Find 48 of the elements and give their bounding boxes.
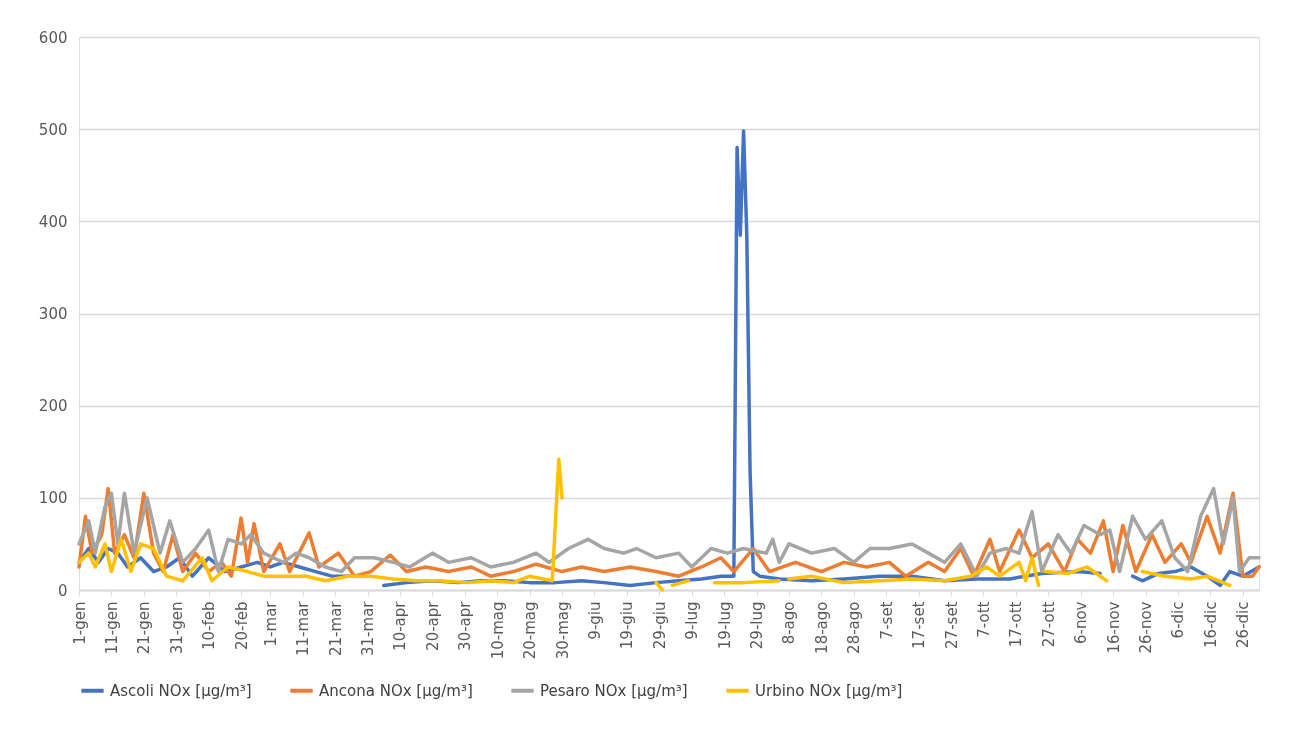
x-tick-label: 26-nov xyxy=(1137,601,1156,654)
x-tick-label: 11-mar xyxy=(294,600,313,656)
x-tick-label: 10-mag xyxy=(488,601,507,660)
x-tick-label: 9-giu xyxy=(585,601,604,640)
x-tick-label: 6-nov xyxy=(1072,601,1091,645)
x-tick-label: 17-set xyxy=(910,601,929,649)
x-tick-label: 27-ott xyxy=(1039,601,1058,648)
x-tick-label: 31-mar xyxy=(359,600,378,656)
y-tick-label: 600 xyxy=(38,28,68,47)
x-tick-label: 10-feb xyxy=(200,601,219,651)
x-tick-label: 16-dic xyxy=(1201,601,1220,648)
x-tick-label: 21-gen xyxy=(135,601,154,655)
y-tick-label: 500 xyxy=(38,120,68,139)
y-tick-label: 100 xyxy=(38,489,68,508)
x-tick-label: 6-dic xyxy=(1169,601,1188,639)
x-tick-label: 21-mar xyxy=(326,600,345,656)
x-tick-label: 18-ago xyxy=(812,601,831,654)
x-tick-label: 26-dic xyxy=(1234,601,1253,648)
x-tick-label: 29-giu xyxy=(650,601,669,650)
x-tick-label: 30-apr xyxy=(456,600,475,651)
y-tick-label: 200 xyxy=(38,397,68,416)
legend-label: Ascoli NOx [µg/m³] xyxy=(110,681,252,700)
x-tick-label: 20-apr xyxy=(423,600,442,651)
x-tick-label: 29-lug xyxy=(748,601,767,650)
x-tick-label: 8-ago xyxy=(780,601,799,645)
x-tick-label: 31-gen xyxy=(167,601,186,655)
x-tick-label: 20-mag xyxy=(521,601,540,660)
legend-label: Urbino NOx [µg/m³] xyxy=(755,681,903,700)
x-tick-label: 11-gen xyxy=(102,601,121,655)
x-tick-label: 9-lug xyxy=(683,601,702,640)
x-tick-label: 19-giu xyxy=(618,601,637,650)
x-tick-label: 17-ott xyxy=(1007,601,1026,648)
x-tick-label: 16-nov xyxy=(1104,601,1123,654)
x-tick-label: 28-ago xyxy=(845,601,864,654)
x-tick-label: 7-set xyxy=(877,601,896,640)
x-tick-label: 10-apr xyxy=(391,600,410,651)
x-tick-label: 27-set xyxy=(942,601,961,649)
y-tick-label: 0 xyxy=(57,581,68,600)
x-tick-label: 1-mar xyxy=(261,600,280,647)
x-tick-label: 7-ott xyxy=(974,601,993,638)
y-tick-label: 300 xyxy=(38,305,68,323)
y-tick-label: 400 xyxy=(38,212,68,231)
legend-label: Ancona NOx [µg/m³] xyxy=(319,681,473,700)
x-tick-label: 1-gen xyxy=(70,601,89,645)
legend-label: Pesaro NOx [µg/m³] xyxy=(540,681,688,700)
x-tick-label: 30-mag xyxy=(553,601,572,660)
x-tick-label: 19-lug xyxy=(715,601,734,650)
x-tick-label: 20-feb xyxy=(232,601,251,651)
